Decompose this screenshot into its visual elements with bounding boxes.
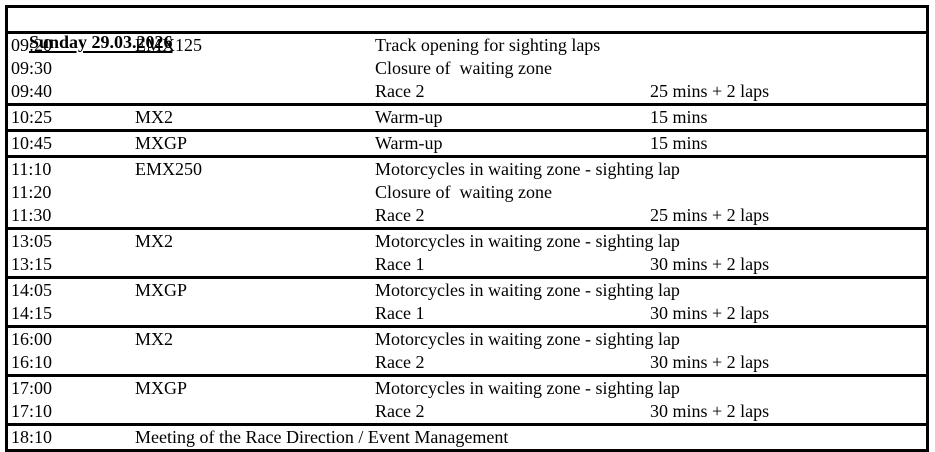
- duration-cell: 30 mins + 2 laps: [650, 254, 770, 274]
- activity-cell: Motorcycles in waiting zone - sighting l…: [375, 159, 680, 179]
- schedule-row: 10:25 MX2 Warm-up 15 mins: [8, 106, 926, 129]
- activity-cell: Race 2: [375, 81, 425, 101]
- time-cell: 11:10: [11, 159, 52, 179]
- activity-cell: Race 2: [375, 352, 425, 372]
- schedule-row: 09:40 Race 2 25 mins + 2 laps: [8, 80, 926, 103]
- class-cell: [135, 204, 375, 227]
- duration-cell: 30 mins + 2 laps: [650, 303, 770, 323]
- class-cell: [135, 302, 375, 325]
- time-cell: 14:15: [11, 303, 53, 323]
- schedule-row: 11:30 Race 2 25 mins + 2 laps: [8, 204, 926, 227]
- activity-cell: Closure of waiting zone: [375, 58, 552, 78]
- schedule-row: 09:20 EMX125 Track opening for sighting …: [8, 34, 926, 57]
- class-cell: MX2: [135, 231, 174, 251]
- time-cell: 10:25: [11, 107, 53, 127]
- time-cell: 11:20: [11, 182, 52, 202]
- time-cell: 11:30: [11, 205, 52, 225]
- schedule-group: 17:00 MXGP Motorcycles in waiting zone -…: [8, 374, 926, 423]
- time-cell: 10:45: [11, 133, 53, 153]
- duration-cell: [650, 34, 926, 57]
- activity-cell: Race 2: [375, 401, 425, 421]
- schedule-group: 13:05 MX2 Motorcycles in waiting zone - …: [8, 227, 926, 276]
- schedule-group: 18:10 Meeting of the Race Direction / Ev…: [8, 423, 926, 449]
- class-cell: MX2: [135, 329, 174, 349]
- duration-cell: 30 mins + 2 laps: [650, 401, 770, 421]
- duration-cell: [650, 158, 926, 181]
- activity-cell: Race 2: [375, 205, 425, 225]
- schedule-row: 16:10 Race 2 30 mins + 2 laps: [8, 351, 926, 374]
- schedule-group: 09:20 EMX125 Track opening for sighting …: [8, 31, 926, 103]
- schedule-table: Sunday 29.03.2026 09:20 EMX125 Track ope…: [5, 5, 929, 452]
- duration-cell: [650, 328, 926, 351]
- activity-cell: Motorcycles in waiting zone - sighting l…: [375, 231, 680, 251]
- class-cell: [135, 57, 375, 80]
- time-cell: 09:30: [11, 58, 53, 78]
- activity-cell: Motorcycles in waiting zone - sighting l…: [375, 280, 680, 300]
- duration-cell: [650, 426, 926, 449]
- schedule-group: 16:00 MX2 Motorcycles in waiting zone - …: [8, 325, 926, 374]
- class-cell: [135, 253, 375, 276]
- class-cell: EMX125: [135, 35, 202, 55]
- schedule-row: 14:15 Race 1 30 mins + 2 laps: [8, 302, 926, 325]
- time-cell: 09:20: [11, 35, 53, 55]
- activity-cell: Closure of waiting zone: [375, 182, 552, 202]
- activity-cell: Race 1: [375, 303, 425, 323]
- activity-cell: Race 1: [375, 254, 425, 274]
- schedule-row: 11:20 Closure of waiting zone: [8, 181, 926, 204]
- class-cell: [135, 181, 375, 204]
- duration-cell: [650, 181, 926, 204]
- day-title: Sunday 29.03.2026: [29, 32, 173, 52]
- schedule-row: 17:10 Race 2 30 mins + 2 laps: [8, 400, 926, 423]
- class-cell: Meeting of the Race Direction / Event Ma…: [135, 427, 509, 447]
- activity-cell: Track opening for sighting laps: [375, 35, 601, 55]
- time-cell: 17:00: [11, 378, 53, 398]
- duration-cell: [650, 279, 926, 302]
- time-cell: 09:40: [11, 81, 53, 101]
- duration-cell: 25 mins + 2 laps: [650, 81, 770, 101]
- class-cell: MXGP: [135, 133, 188, 153]
- schedule-row: 16:00 MX2 Motorcycles in waiting zone - …: [8, 328, 926, 351]
- schedule-row: 13:15 Race 1 30 mins + 2 laps: [8, 253, 926, 276]
- class-cell: [135, 80, 375, 103]
- time-cell: 16:00: [11, 329, 53, 349]
- time-cell: 14:05: [11, 280, 53, 300]
- schedule-row: 09:30 Closure of waiting zone: [8, 57, 926, 80]
- class-cell: MX2: [135, 107, 174, 127]
- schedule-row: 18:10 Meeting of the Race Direction / Ev…: [8, 426, 926, 449]
- schedule-group: 14:05 MXGP Motorcycles in waiting zone -…: [8, 276, 926, 325]
- activity-cell: Warm-up: [375, 107, 443, 127]
- activity-cell: [375, 426, 650, 449]
- class-cell: EMX250: [135, 159, 202, 179]
- schedule-row: 11:10 EMX250 Motorcycles in waiting zone…: [8, 158, 926, 181]
- day-header: Sunday 29.03.2026: [8, 8, 926, 52]
- duration-cell: 30 mins + 2 laps: [650, 352, 770, 372]
- time-cell: 18:10: [11, 427, 53, 447]
- schedule-row: 13:05 MX2 Motorcycles in waiting zone - …: [8, 230, 926, 253]
- class-cell: [135, 400, 375, 423]
- schedule-body: 09:20 EMX125 Track opening for sighting …: [8, 31, 926, 449]
- activity-cell: Motorcycles in waiting zone - sighting l…: [375, 378, 680, 398]
- schedule-group: 10:45 MXGP Warm-up 15 mins: [8, 129, 926, 155]
- schedule-group: 11:10 EMX250 Motorcycles in waiting zone…: [8, 155, 926, 227]
- schedule-group: 10:25 MX2 Warm-up 15 mins: [8, 103, 926, 129]
- schedule-row: 10:45 MXGP Warm-up 15 mins: [8, 132, 926, 155]
- class-cell: MXGP: [135, 280, 188, 300]
- time-cell: 13:15: [11, 254, 53, 274]
- duration-cell: 25 mins + 2 laps: [650, 205, 770, 225]
- class-cell: MXGP: [135, 378, 188, 398]
- duration-cell: 15 mins: [650, 107, 708, 127]
- duration-cell: 15 mins: [650, 133, 708, 153]
- duration-cell: [650, 377, 926, 400]
- schedule-row: 14:05 MXGP Motorcycles in waiting zone -…: [8, 279, 926, 302]
- time-cell: 13:05: [11, 231, 53, 251]
- schedule-row: 17:00 MXGP Motorcycles in waiting zone -…: [8, 377, 926, 400]
- duration-cell: [650, 57, 926, 80]
- time-cell: 16:10: [11, 352, 53, 372]
- activity-cell: Motorcycles in waiting zone - sighting l…: [375, 329, 680, 349]
- time-cell: 17:10: [11, 401, 53, 421]
- activity-cell: Warm-up: [375, 133, 443, 153]
- class-cell: [135, 351, 375, 374]
- duration-cell: [650, 230, 926, 253]
